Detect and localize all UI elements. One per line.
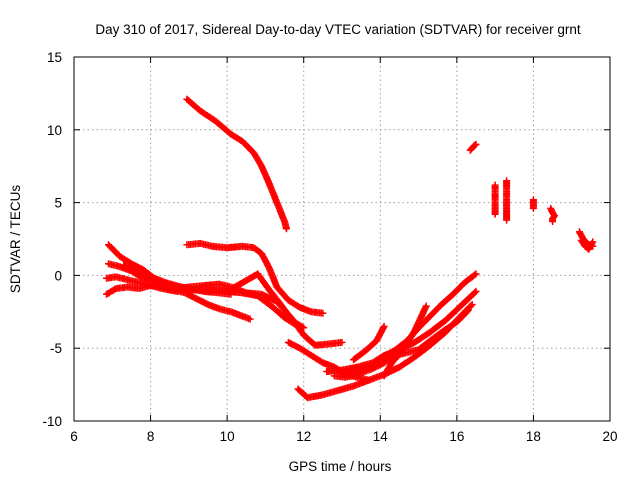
data-point xyxy=(246,315,254,323)
data-point xyxy=(111,285,119,293)
data-point xyxy=(468,301,476,308)
data-point xyxy=(227,290,235,298)
series-arc-7 xyxy=(103,273,181,295)
x-tick-label: 14 xyxy=(373,429,389,444)
x-tick-label: 6 xyxy=(70,429,78,444)
data-point xyxy=(471,271,479,279)
axis-ticks: 6 8 10 12 14 16 18 20 -10 -5 0 5 10 15 xyxy=(42,50,617,444)
data-point xyxy=(471,289,479,296)
data-point xyxy=(472,270,480,278)
x-tick-label: 20 xyxy=(602,429,617,444)
series-cluster-16.4 xyxy=(466,140,480,154)
chart-title: Day 310 of 2017, Sidereal Day-to-day VTE… xyxy=(95,22,580,37)
series-arc-19b xyxy=(577,237,597,253)
y-tick-label: -10 xyxy=(42,414,62,429)
y-tick-label: 10 xyxy=(47,123,62,138)
series-arc-14 xyxy=(350,322,388,364)
data-point xyxy=(422,302,430,310)
x-tick-label: 12 xyxy=(296,429,311,444)
series-cluster-18.0 xyxy=(529,196,537,212)
x-tick-label: 16 xyxy=(449,429,464,444)
data-point xyxy=(503,216,511,224)
series-cluster-18.5 xyxy=(547,204,558,225)
data-point xyxy=(338,338,346,346)
data-point xyxy=(463,308,471,315)
x-axis-label: GPS time / hours xyxy=(289,459,392,474)
series-arc-1 xyxy=(183,95,290,233)
data-point xyxy=(379,324,387,332)
x-tick-label: 18 xyxy=(526,429,541,444)
series-arc-2 xyxy=(183,239,327,317)
y-tick-label: 15 xyxy=(47,50,62,65)
data-point xyxy=(292,321,300,329)
data-point xyxy=(298,323,306,331)
series-arc-8 xyxy=(150,276,235,298)
data-point xyxy=(283,225,290,233)
y-tick-label: 5 xyxy=(54,196,62,211)
x-tick-label: 10 xyxy=(220,429,235,444)
data-point xyxy=(300,324,308,332)
series-arc-15 xyxy=(338,356,388,378)
data-point xyxy=(380,322,388,330)
series-cluster-17.0 xyxy=(491,181,499,218)
y-tick-label: 0 xyxy=(54,268,62,283)
data-point xyxy=(529,204,537,212)
grid-lines xyxy=(74,57,610,421)
data-point xyxy=(291,320,299,328)
y-tick-label: -5 xyxy=(50,341,62,356)
series-cluster-17.3 xyxy=(503,177,511,224)
data-point xyxy=(379,357,387,365)
data-point xyxy=(491,210,499,218)
y-axis-label: SDTVAR / TECUs xyxy=(8,185,23,294)
series-arc-16 xyxy=(380,302,430,380)
data-point xyxy=(319,309,327,317)
data-point xyxy=(589,238,597,246)
data-point xyxy=(472,140,480,148)
data-point xyxy=(472,287,480,295)
plot-frame xyxy=(73,56,611,422)
x-tick-label: 8 xyxy=(147,429,155,444)
data-point xyxy=(380,356,388,364)
data-point xyxy=(467,302,475,310)
data-point xyxy=(588,239,596,247)
data-series xyxy=(103,95,597,402)
data-point xyxy=(464,306,472,314)
data-point xyxy=(549,218,557,225)
